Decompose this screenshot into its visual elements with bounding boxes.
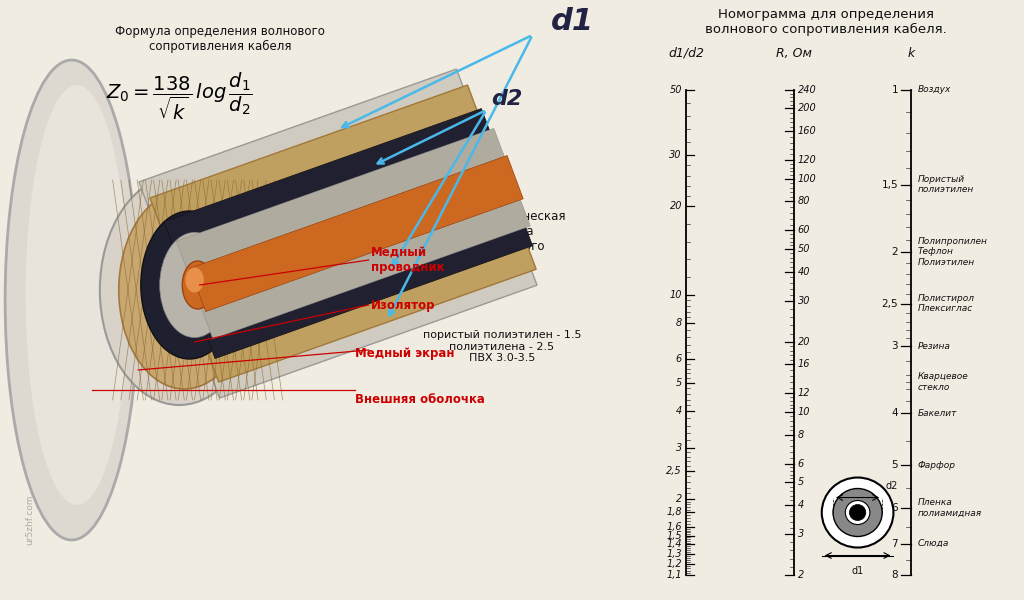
Polygon shape (150, 85, 537, 382)
Ellipse shape (119, 191, 250, 389)
Text: 20: 20 (798, 337, 810, 347)
Text: R, Ом: R, Ом (775, 47, 812, 60)
Text: 50: 50 (798, 244, 810, 254)
Text: 120: 120 (798, 155, 816, 165)
Text: 1,6: 1,6 (667, 523, 682, 532)
Ellipse shape (5, 60, 138, 540)
Text: 3: 3 (892, 341, 898, 351)
Text: 1,5: 1,5 (667, 530, 682, 541)
Text: 1,8: 1,8 (667, 508, 682, 517)
Text: d2: d2 (885, 481, 898, 491)
Text: Внешняя оболочка: Внешняя оболочка (355, 393, 485, 406)
Polygon shape (176, 128, 530, 339)
Text: 6: 6 (798, 459, 804, 469)
Text: Бакелит: Бакелит (918, 409, 956, 418)
Text: 60: 60 (798, 226, 810, 235)
Text: $Z_0 = \dfrac{138}{\sqrt{k}}\,log\,\dfrac{d_1}{d_2}$: $Z_0 = \dfrac{138}{\sqrt{k}}\,log\,\dfra… (106, 70, 252, 122)
Text: 160: 160 (798, 126, 816, 136)
Ellipse shape (160, 232, 229, 337)
Text: 1,2: 1,2 (667, 559, 682, 569)
Circle shape (845, 500, 870, 524)
Text: d2: d2 (492, 89, 523, 109)
Text: 12: 12 (798, 388, 810, 398)
Text: 1,4: 1,4 (667, 539, 682, 550)
Ellipse shape (185, 268, 204, 292)
Circle shape (849, 505, 866, 521)
Text: Формула определения волнового
сопротивления кабеля: Формула определения волнового сопротивле… (116, 25, 325, 53)
Text: 30: 30 (670, 150, 682, 160)
Text: 30: 30 (798, 296, 810, 305)
Text: k - диэлектрическая
константа
центрального
изолятор: k - диэлектрическая константа центрально… (438, 210, 565, 268)
Text: 3: 3 (676, 443, 682, 452)
Text: k: k (907, 47, 915, 60)
Text: Резина: Резина (918, 342, 950, 351)
Ellipse shape (26, 85, 128, 505)
Text: 50: 50 (670, 85, 682, 95)
Polygon shape (164, 109, 532, 359)
Text: 16: 16 (798, 359, 810, 370)
Text: Пленка
полиамидная: Пленка полиамидная (918, 498, 982, 518)
Text: Изолятор: Изолятор (371, 298, 435, 311)
Text: 4: 4 (798, 500, 804, 510)
Text: 1: 1 (892, 85, 898, 95)
Text: Пористый
полиэтилен: Пористый полиэтилен (918, 175, 974, 194)
Text: 200: 200 (798, 103, 816, 113)
Text: 4: 4 (892, 409, 898, 418)
Text: 240: 240 (798, 85, 816, 95)
Text: 10: 10 (670, 290, 682, 299)
Text: 7: 7 (892, 539, 898, 549)
Text: 40: 40 (798, 266, 810, 277)
Text: 2: 2 (798, 570, 804, 580)
Text: 2: 2 (892, 247, 898, 257)
Text: 100: 100 (798, 173, 816, 184)
Text: Полипропилен
Тефлон
Полиэтилен: Полипропилен Тефлон Полиэтилен (918, 237, 987, 266)
Circle shape (821, 478, 893, 548)
Text: 1,5: 1,5 (882, 179, 898, 190)
Ellipse shape (100, 175, 258, 405)
Text: Кварцевое
стекло: Кварцевое стекло (918, 373, 969, 392)
Text: 1,3: 1,3 (667, 549, 682, 559)
Text: Воздух: Воздух (918, 85, 951, 94)
Text: 8: 8 (676, 318, 682, 328)
Text: Медный
проводник: Медный проводник (371, 246, 444, 274)
Text: 2,5: 2,5 (882, 299, 898, 309)
Text: 4: 4 (676, 406, 682, 416)
Text: d1: d1 (852, 566, 863, 575)
Text: Фарфор: Фарфор (918, 461, 955, 470)
Text: d1: d1 (551, 7, 594, 36)
Text: 20: 20 (670, 202, 682, 211)
Text: 5: 5 (676, 377, 682, 388)
Ellipse shape (141, 211, 238, 359)
Text: ur5zhf.com: ur5zhf.com (26, 494, 35, 545)
Text: 1,1: 1,1 (667, 570, 682, 580)
Text: 2,5: 2,5 (667, 466, 682, 476)
Ellipse shape (182, 261, 213, 309)
Text: Номограмма для определения
волнового сопротивления кабеля.: Номограмма для определения волнового соп… (706, 8, 947, 36)
Polygon shape (139, 69, 537, 398)
Text: Слюда: Слюда (918, 539, 949, 548)
Text: 5: 5 (892, 460, 898, 470)
Text: Медный экран: Медный экран (355, 347, 455, 361)
Text: пористый полиэтилен - 1.5
полиэтилена - 2.5
ПВХ 3.0-3.5: пористый полиэтилен - 1.5 полиэтилена - … (423, 330, 581, 363)
Text: 5: 5 (798, 477, 804, 487)
Text: 6: 6 (676, 355, 682, 364)
Text: 6: 6 (892, 503, 898, 513)
Text: 2: 2 (676, 494, 682, 504)
Text: 3: 3 (798, 529, 804, 539)
Polygon shape (189, 155, 523, 311)
Text: 10: 10 (798, 407, 810, 417)
Text: 8: 8 (798, 430, 804, 440)
Text: d1/d2: d1/d2 (668, 47, 705, 60)
Circle shape (834, 488, 883, 536)
Text: 8: 8 (892, 570, 898, 580)
Text: 80: 80 (798, 196, 810, 206)
Text: Полистирол
Плексиглас: Полистирол Плексиглас (918, 294, 975, 313)
